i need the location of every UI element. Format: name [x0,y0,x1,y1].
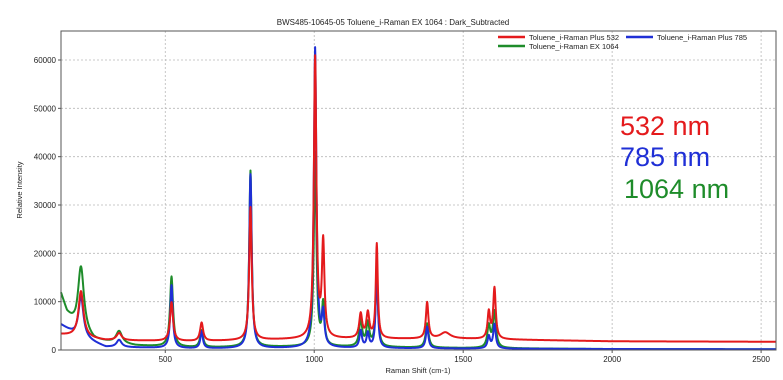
y-tick-label: 50000 [34,104,57,113]
x-tick-label: 500 [159,355,173,364]
y-ticks: 0 10000 20000 30000 40000 50000 60000 [34,56,61,355]
x-tick-label: 1000 [305,355,323,364]
y-tick-label: 60000 [34,56,57,65]
series-line-1 [60,46,777,351]
x-axis-label: Raman Shift (cm-1) [385,366,451,375]
series-lines [60,46,777,351]
y-tick-label: 30000 [34,201,57,210]
y-axis-label: Relative Intensity [15,161,24,218]
legend-label-785: Toluene_i-Raman Plus 785 [657,33,747,42]
annotation-785nm: 785 nm [620,142,710,172]
x-ticks: 500 1000 1500 2000 2500 [159,350,771,364]
series-line-0 [60,54,777,343]
plot-area [60,30,777,351]
chart-title: BWS485-10645-05 Toluene_i-Raman EX 1064 … [277,18,509,27]
y-tick-label: 10000 [34,298,57,307]
grid [61,31,776,350]
y-tick-label: 0 [52,346,57,355]
legend: Toluene_i-Raman Plus 532 Toluene_i-Raman… [498,33,747,51]
legend-label-1064: Toluene_i-Raman EX 1064 [529,42,619,51]
x-tick-label: 1500 [454,355,472,364]
y-tick-label: 20000 [34,249,57,258]
annotation-1064nm: 1064 nm [624,174,729,204]
legend-label-532: Toluene_i-Raman Plus 532 [529,33,619,42]
y-tick-label: 40000 [34,153,57,162]
x-tick-label: 2500 [752,355,770,364]
annotation-532nm: 532 nm [620,111,710,141]
x-tick-label: 2000 [603,355,621,364]
